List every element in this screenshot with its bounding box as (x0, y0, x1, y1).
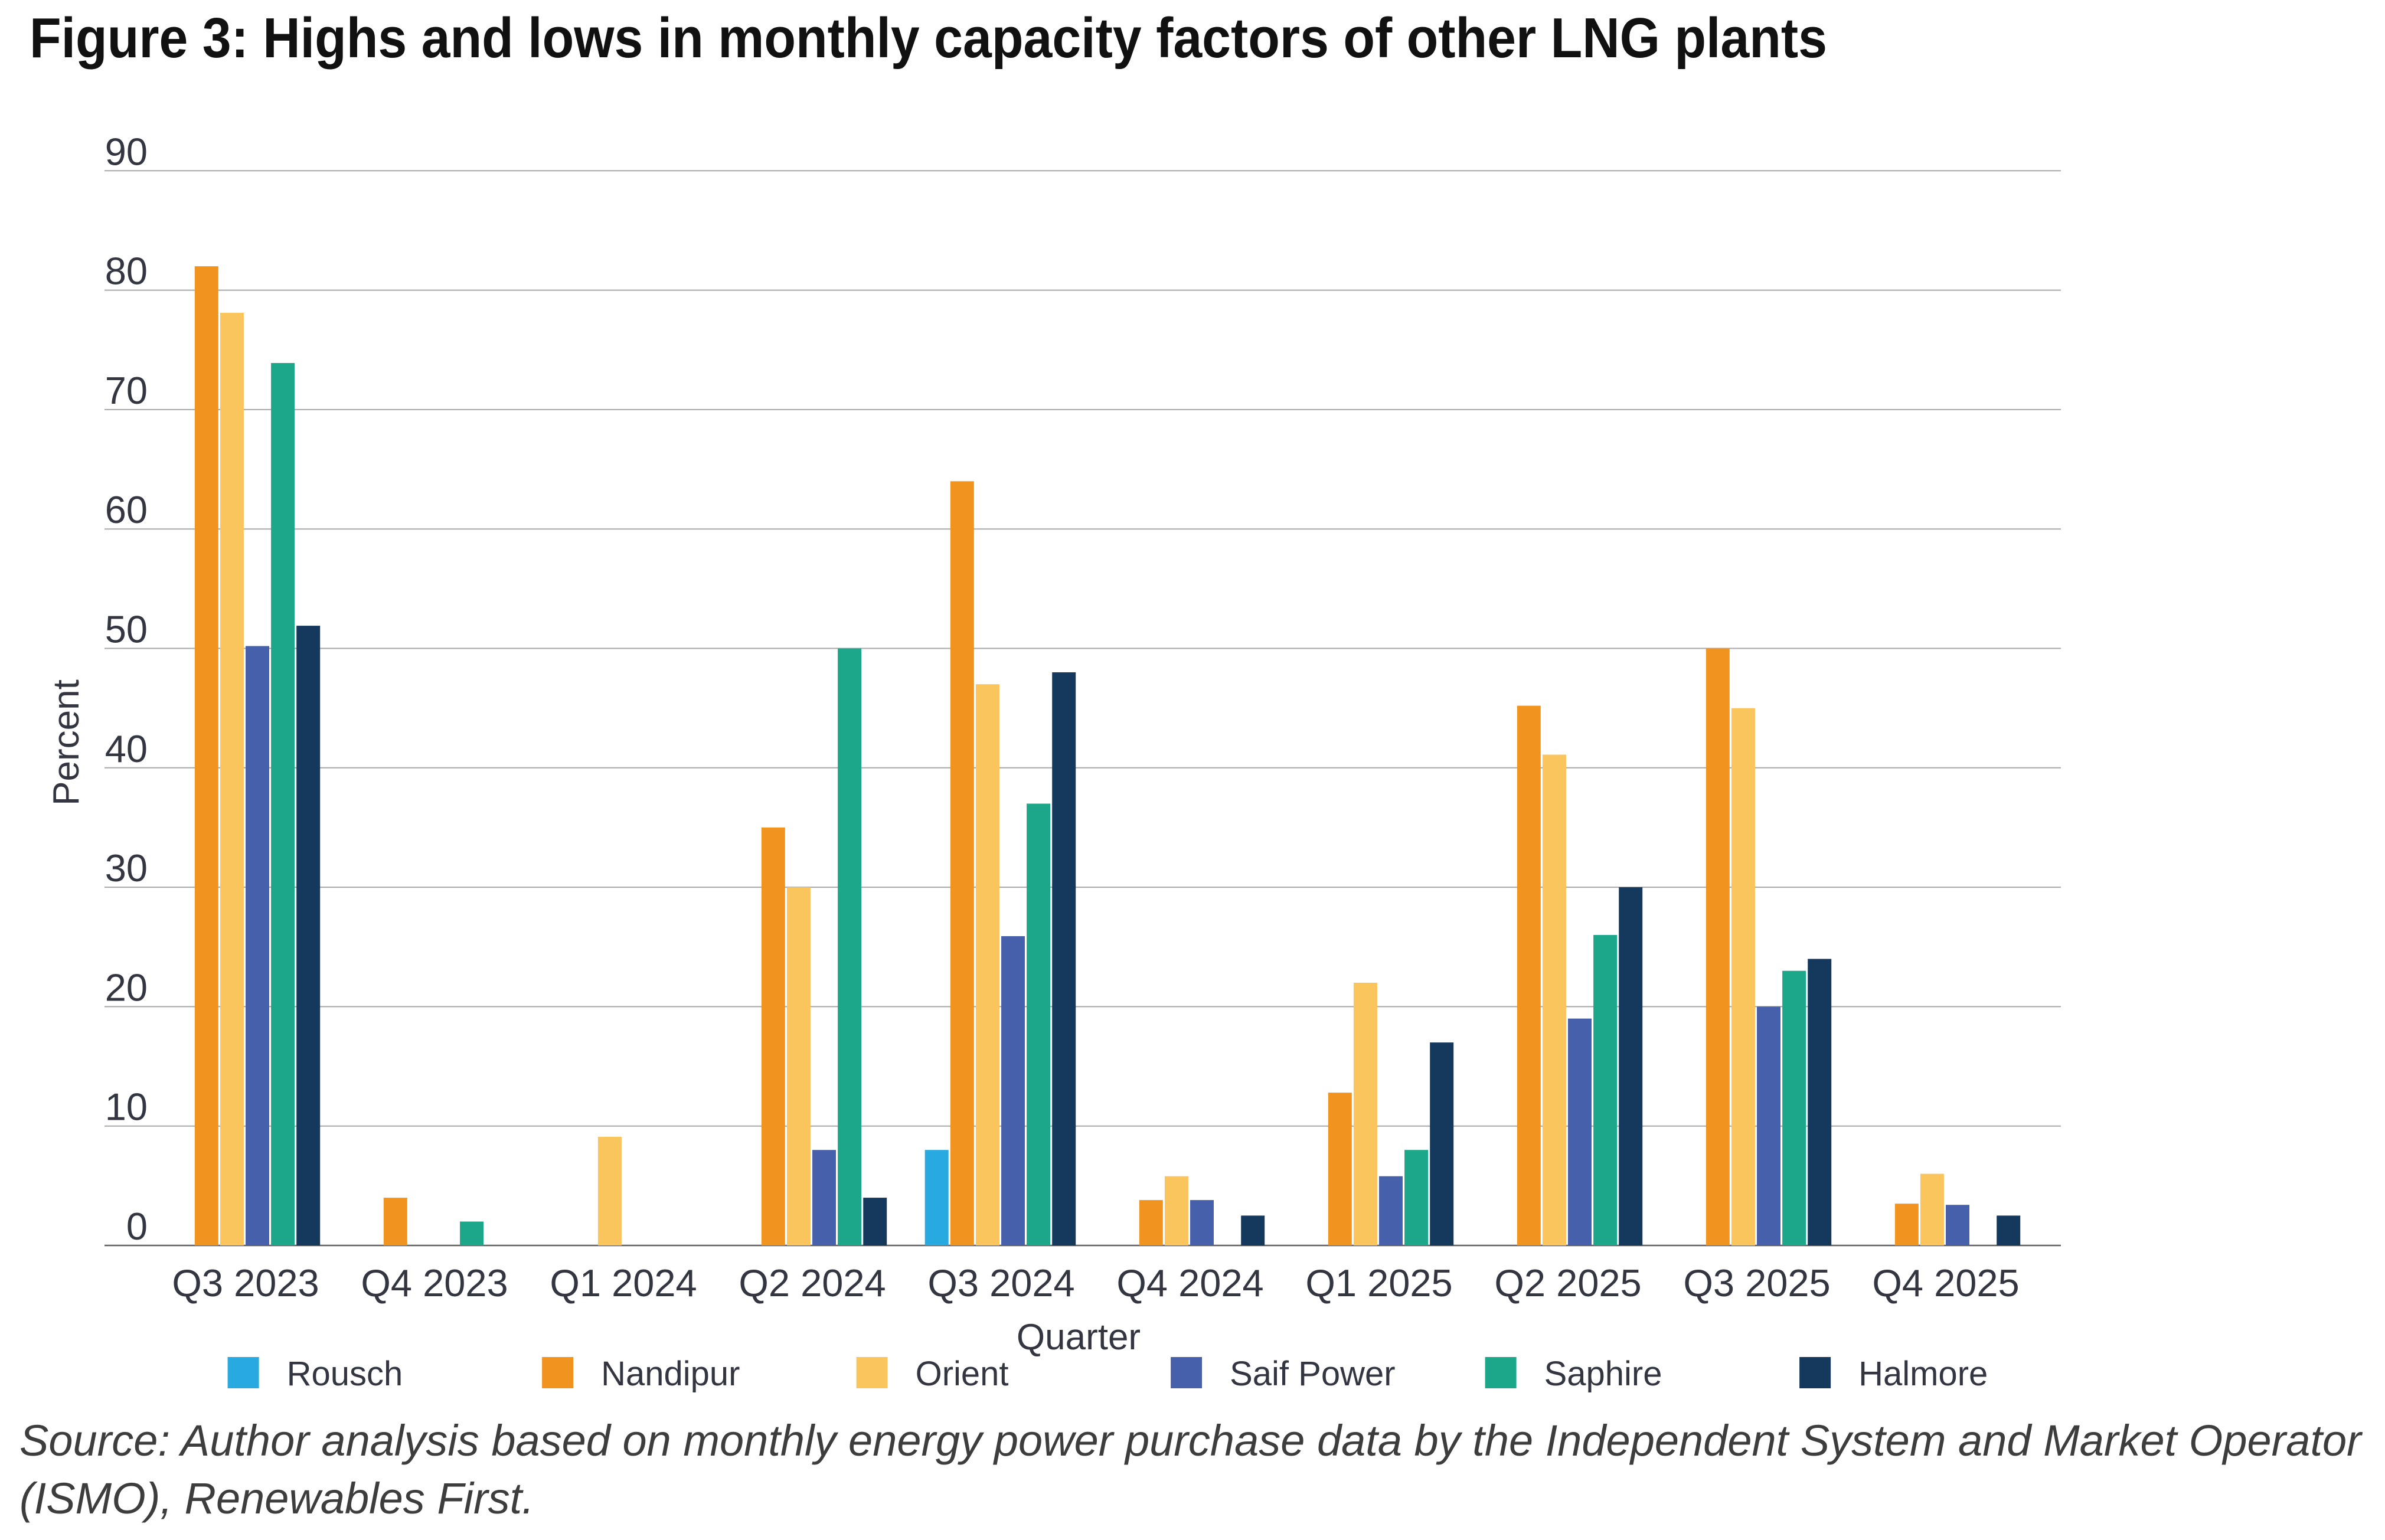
svg-text:0: 0 (126, 1205, 148, 1248)
svg-text:60: 60 (105, 488, 148, 531)
svg-text:Nandipur: Nandipur (601, 1355, 740, 1393)
svg-text:80: 80 (105, 250, 148, 293)
svg-text:(ISMO), Renewables First.: (ISMO), Renewables First. (19, 1474, 534, 1523)
svg-text:Q4 2025: Q4 2025 (1872, 1261, 2019, 1304)
svg-text:Rousch: Rousch (287, 1355, 403, 1393)
svg-text:Source: Author analysis based: Source: Author analysis based on monthly… (19, 1416, 2363, 1465)
svg-text:90: 90 (105, 130, 148, 173)
svg-text:Q1 2024: Q1 2024 (550, 1261, 697, 1304)
svg-text:Q2 2025: Q2 2025 (1494, 1261, 1641, 1304)
svg-text:70: 70 (105, 369, 148, 412)
svg-text:Halmore: Halmore (1858, 1355, 1988, 1393)
svg-text:20: 20 (105, 966, 148, 1009)
svg-text:Percent: Percent (46, 679, 87, 806)
svg-text:Saphire: Saphire (1544, 1355, 1662, 1393)
svg-text:Q4 2023: Q4 2023 (361, 1261, 508, 1304)
svg-text:Quarter: Quarter (1017, 1317, 1141, 1358)
svg-text:Q3 2024: Q3 2024 (927, 1261, 1074, 1304)
svg-text:Q3 2025: Q3 2025 (1683, 1261, 1830, 1304)
svg-text:Orient: Orient (916, 1355, 1009, 1393)
svg-text:10: 10 (105, 1085, 148, 1129)
svg-text:Q1 2025: Q1 2025 (1305, 1261, 1452, 1304)
svg-text:Figure 3: Highs and lows in mo: Figure 3: Highs and lows in monthly capa… (30, 6, 1827, 70)
svg-text:40: 40 (105, 727, 148, 770)
svg-text:Saif Power: Saif Power (1230, 1355, 1395, 1393)
svg-text:30: 30 (105, 846, 148, 890)
svg-text:Q4 2024: Q4 2024 (1116, 1261, 1263, 1304)
svg-text:Q2 2024: Q2 2024 (739, 1261, 886, 1304)
svg-text:Q3 2023: Q3 2023 (172, 1261, 319, 1304)
svg-text:50: 50 (105, 608, 148, 651)
